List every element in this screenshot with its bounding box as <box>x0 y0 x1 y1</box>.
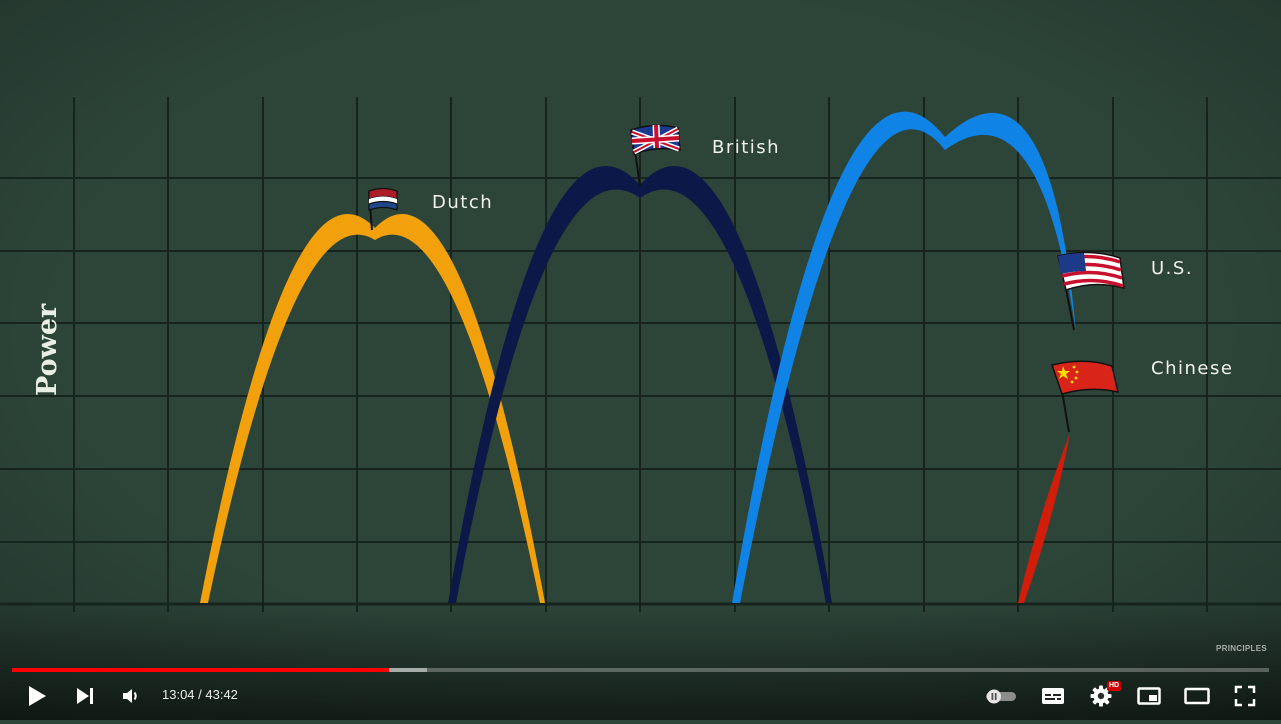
china-flag-icon <box>1051 360 1119 433</box>
autoplay-toggle-icon <box>986 689 1016 704</box>
uk-flag-icon <box>630 124 681 187</box>
theater-mode-icon <box>1184 687 1210 705</box>
subtitles-button[interactable] <box>1036 678 1070 714</box>
mute-button[interactable] <box>114 678 148 714</box>
grid-lines <box>0 97 1281 612</box>
power-axis-title: Power <box>32 303 63 396</box>
theater-mode-button[interactable] <box>1180 678 1214 714</box>
channel-watermark[interactable]: PRINCIPLES <box>1215 644 1267 653</box>
us-curve <box>732 111 1076 603</box>
miniplayer-icon <box>1137 687 1161 705</box>
fullscreen-button[interactable] <box>1228 678 1262 714</box>
dutch-label: Dutch <box>432 192 494 213</box>
next-icon <box>77 688 93 704</box>
british-label: British <box>712 137 781 158</box>
settings-button[interactable] <box>1084 678 1118 714</box>
us-flag-icon <box>1057 251 1125 331</box>
netherlands-flag-icon <box>368 187 398 231</box>
power-axis-title-text: Power <box>32 303 63 396</box>
progress-bar[interactable] <box>12 668 1269 672</box>
miniplayer-button[interactable] <box>1132 678 1166 714</box>
play-icon <box>29 686 46 706</box>
dutch-curve <box>200 213 545 603</box>
fullscreen-icon <box>1234 685 1256 707</box>
play-button[interactable] <box>20 678 54 714</box>
autoplay-toggle[interactable] <box>982 678 1020 714</box>
time-display: 13:04 / 43:42 <box>162 687 238 702</box>
subtitles-icon <box>1042 688 1064 704</box>
progress-played <box>12 668 390 672</box>
hd-badge: HD <box>1107 681 1122 691</box>
chinese-curve <box>1018 433 1070 603</box>
chinese-label: Chinese <box>1151 358 1234 379</box>
next-button[interactable] <box>68 678 102 714</box>
settings-icon <box>1090 685 1112 707</box>
us-label: U.S. <box>1151 258 1194 279</box>
volume-icon <box>123 689 137 703</box>
